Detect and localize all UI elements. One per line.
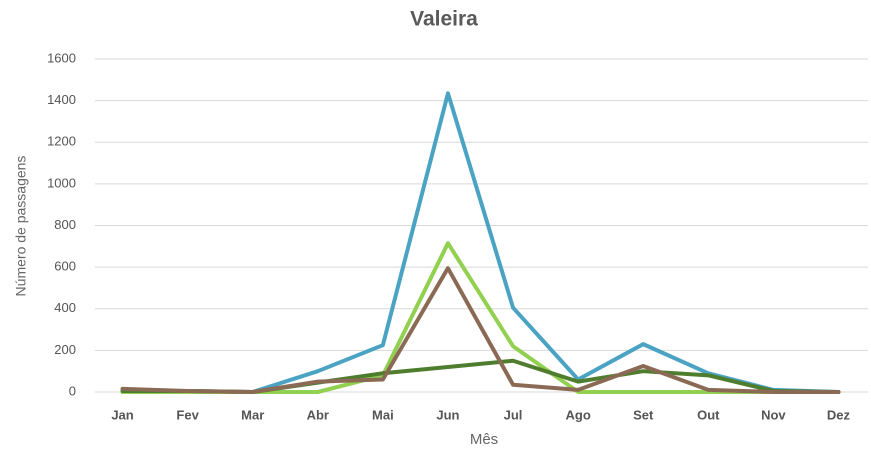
x-tick-label: Set	[633, 407, 654, 422]
x-tick-label: Jun	[436, 407, 459, 422]
y-tick-label: 400	[54, 300, 76, 315]
x-axis-label: Mês	[470, 431, 498, 448]
line-series	[120, 91, 841, 394]
y-tick-label: 1000	[47, 175, 76, 190]
x-tick-label: Out	[697, 407, 720, 422]
line-series	[120, 266, 841, 394]
y-tick-label: 0	[69, 383, 76, 398]
y-tick-label: 1400	[47, 92, 76, 107]
y-axis-label: Número de passagens	[13, 156, 29, 297]
y-tick-label: 1200	[47, 134, 76, 149]
line-series	[120, 241, 841, 394]
x-tick-label: Dez	[827, 407, 851, 422]
y-tick-label: 600	[54, 259, 76, 274]
x-tick-label: Mar	[241, 407, 264, 422]
x-tick-label: Fev	[176, 407, 199, 422]
x-tick-label: Mai	[372, 407, 394, 422]
chart-title: Valeira	[410, 8, 478, 31]
x-tick-label: Jan	[111, 407, 133, 422]
x-tick-label: Ago	[565, 407, 590, 422]
x-tick-label: Nov	[761, 407, 786, 422]
y-tick-label: 800	[54, 217, 76, 232]
y-tick-label: 1600	[47, 50, 76, 65]
x-tick-label: Abr	[307, 407, 329, 422]
y-tick-label: 200	[54, 342, 76, 357]
x-tick-label: Jul	[504, 407, 523, 422]
line-series	[120, 358, 841, 394]
